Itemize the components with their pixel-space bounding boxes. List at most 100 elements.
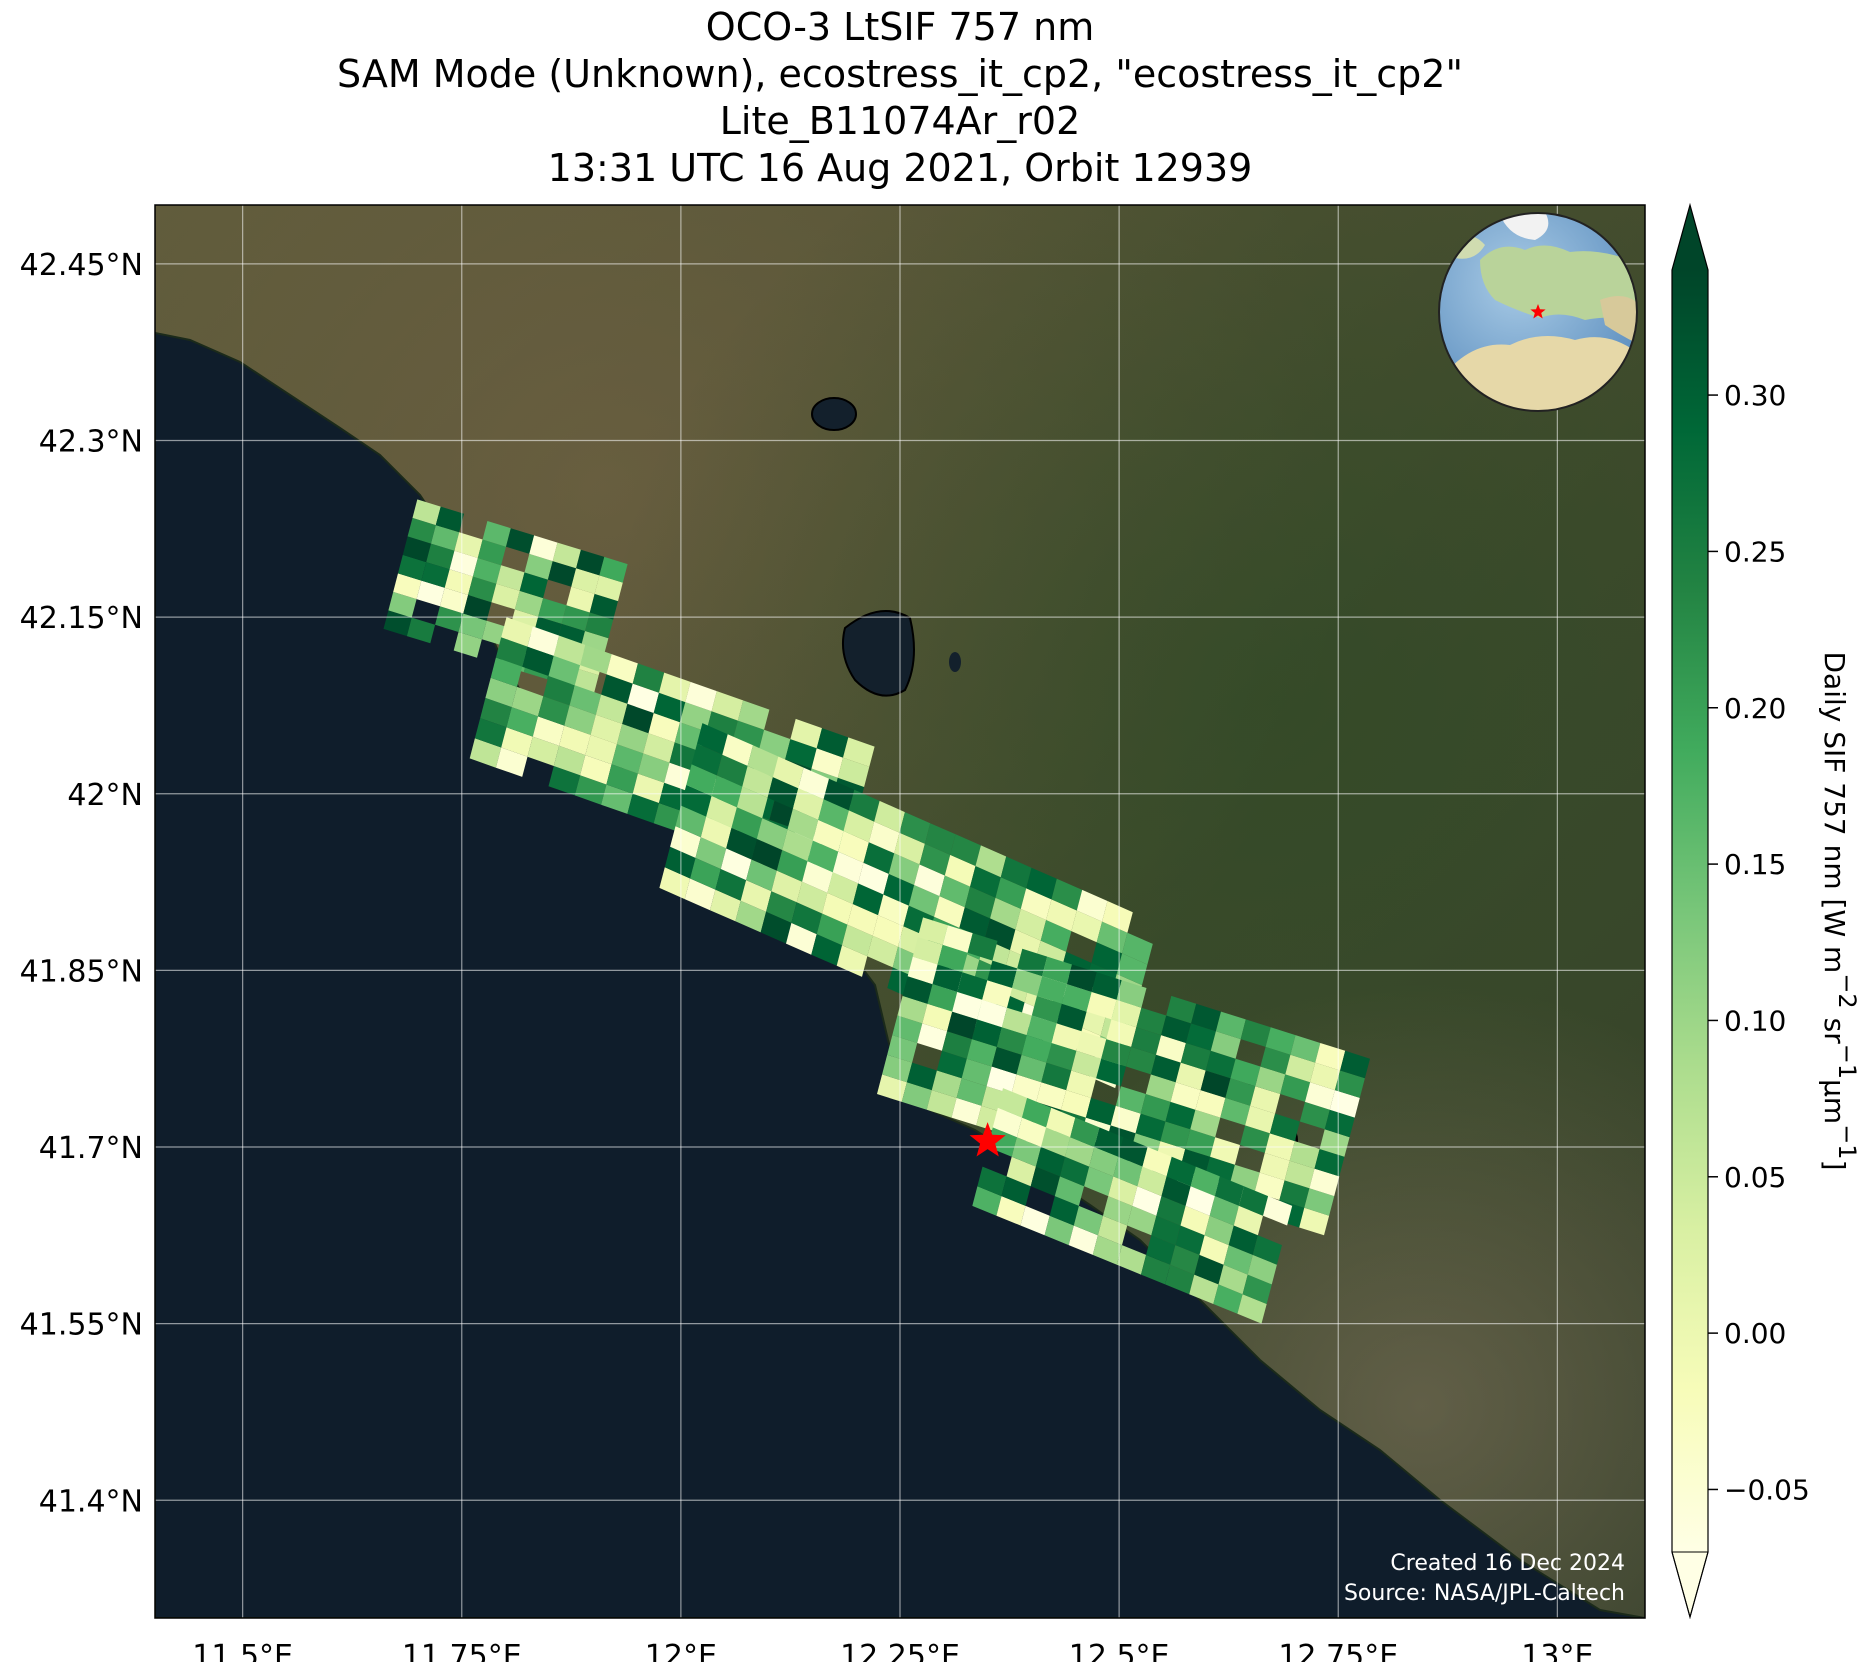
sif-sounding: [1041, 1062, 1072, 1091]
sif-sounding: [1151, 1215, 1181, 1246]
sif-sounding: [435, 506, 464, 533]
sif-sounding: [767, 777, 799, 809]
sif-sounding: [1230, 1058, 1261, 1087]
sif-sounding: [589, 593, 618, 620]
sif-sounding: [1118, 1137, 1148, 1167]
colorbar-extend-max: [1672, 205, 1708, 270]
lat-tick-label: 41.7°N: [39, 1131, 143, 1166]
sif-sounding: [700, 816, 732, 849]
sif-sounding: [501, 727, 533, 757]
sif-sounding: [772, 756, 804, 789]
sif-sounding: [832, 851, 864, 884]
sif-sounding: [1156, 1035, 1186, 1063]
sif-sounding: [1190, 1109, 1221, 1138]
sif-sounding: [1049, 1196, 1079, 1226]
sif-sounding: [1051, 1023, 1082, 1051]
sif-sounding: [1021, 1035, 1052, 1063]
sif-sounding: [611, 744, 644, 774]
sif-sounding: [894, 832, 925, 865]
sif-sounding: [1160, 1121, 1191, 1149]
sif-sounding: [1071, 910, 1103, 943]
colorbar-tick-label: 0.15: [1724, 848, 1786, 881]
sif-sounding: [1247, 1254, 1277, 1285]
sif-sounding: [1213, 1284, 1243, 1314]
sif-sounding: [924, 823, 956, 855]
sif-sounding: [782, 829, 813, 862]
sif-sounding: [874, 800, 905, 833]
lon-tick-label: 12.5°E: [1069, 1639, 1170, 1662]
sif-sounding: [1340, 1050, 1370, 1079]
map-frame: [154, 204, 1646, 1619]
sif-sounding: [664, 846, 696, 879]
sif-sounding: [1228, 1225, 1258, 1255]
sif-sounding: [601, 674, 633, 704]
sif-sounding: [1036, 1082, 1067, 1110]
sif-sounding: [811, 934, 842, 966]
sif-sounding: [1265, 1027, 1296, 1055]
sif-sounding: [691, 743, 723, 776]
sif-sounding: [1020, 888, 1052, 920]
lat-tick-label: 41.85°N: [20, 954, 143, 989]
sif-sounding: [747, 745, 779, 778]
sif-sounding: [868, 821, 900, 854]
sif-sounding: [1319, 1129, 1350, 1157]
sif-sounding: [514, 590, 544, 617]
sif-sounding: [996, 1027, 1027, 1055]
sif-sounding: [1245, 1105, 1276, 1134]
sif-sounding: [798, 767, 829, 800]
sif-sounding: [574, 775, 607, 805]
sif-sounding: [867, 935, 898, 968]
sif-sounding: [632, 663, 665, 693]
lat-tick-label: 41.4°N: [39, 1484, 143, 1519]
sif-sounding: [1122, 932, 1153, 965]
sif-sounding: [548, 766, 581, 796]
sif-sounding: [1309, 1168, 1340, 1197]
sif-sounding: [736, 786, 768, 819]
colorbar-tick-label: 0.00: [1724, 1317, 1786, 1350]
colorbar: 0.30 0.25 0.20 0.15 0.10 0.05 0.00 −0.05 Daily …: [1671, 202, 1861, 1620]
sif-sounding: [690, 857, 721, 890]
sif-sounding: [601, 784, 633, 814]
sif-sounding: [1116, 1245, 1147, 1275]
sif-sounding: [1065, 1137, 1095, 1167]
sif-sounding: [710, 889, 741, 922]
sif-sounding: [421, 562, 450, 588]
sif-sounding: [771, 870, 803, 903]
sif-sounding: [812, 819, 844, 852]
lat-tick-label: 42°N: [67, 778, 143, 813]
lon-tick-label: 12.25°E: [840, 1639, 960, 1662]
sif-sounding: [951, 1097, 982, 1126]
target-marker-layer: [969, 1122, 1006, 1157]
sif-sounding: [807, 840, 839, 873]
sif-sounding: [959, 907, 991, 939]
sif-sounding: [1097, 1215, 1128, 1246]
sif-sounding: [919, 843, 951, 876]
sif-sounding: [1250, 1086, 1281, 1114]
sif-sounding: [1214, 1176, 1244, 1206]
sif-sounding: [643, 733, 675, 763]
sif-sounding: [836, 945, 868, 977]
sif-sounding: [1012, 968, 1043, 996]
sif-sounding: [569, 685, 602, 715]
sif-sounding: [659, 867, 691, 900]
sif-sounding: [917, 917, 948, 945]
sif-sounding: [1030, 1166, 1060, 1197]
sif-sounding: [1170, 1082, 1201, 1110]
sif-sounding: [653, 692, 686, 723]
sif-sounding: [977, 999, 1007, 1028]
sif-sounding: [766, 891, 797, 923]
sif-sounding: [843, 737, 875, 767]
sif-sounding: [1200, 1070, 1231, 1098]
title-line-4: 13:31 UTC 16 Aug 2021, Orbit 12939: [547, 146, 1253, 190]
sif-sounding: [506, 707, 538, 737]
sif-sounding: [786, 922, 817, 955]
sif-sounding: [1185, 1129, 1216, 1157]
sif-sounding: [882, 1054, 913, 1083]
sif-sounding: [1085, 1097, 1116, 1126]
sif-sounding: [1046, 899, 1077, 932]
sif-sounding: [1166, 995, 1197, 1024]
sif-sounding: [823, 778, 855, 811]
lon-tick-label: 11.5°E: [192, 1639, 293, 1662]
sif-sounding: [1103, 1196, 1133, 1226]
